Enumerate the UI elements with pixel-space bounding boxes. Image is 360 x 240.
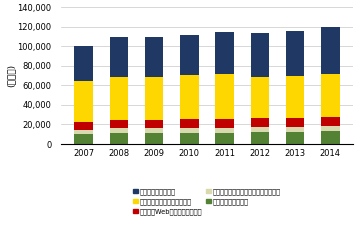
Bar xyxy=(145,120,163,128)
Bar xyxy=(286,127,304,132)
Bar xyxy=(145,37,163,77)
Y-axis label: (百万円): (百万円) xyxy=(7,64,16,87)
Bar xyxy=(110,37,128,77)
Bar xyxy=(216,32,234,74)
Bar xyxy=(145,77,163,120)
Bar xyxy=(216,119,234,128)
Bar xyxy=(251,118,269,127)
Bar xyxy=(145,133,163,144)
Bar xyxy=(75,81,93,122)
Bar xyxy=(180,75,198,119)
Bar xyxy=(251,132,269,144)
Bar xyxy=(251,77,269,118)
Bar xyxy=(216,74,234,119)
Bar xyxy=(75,134,93,144)
Bar xyxy=(321,74,339,117)
Bar xyxy=(321,131,339,144)
Bar xyxy=(180,133,198,144)
Bar xyxy=(180,119,198,128)
Bar xyxy=(321,126,339,131)
Bar xyxy=(286,118,304,127)
Bar xyxy=(251,127,269,132)
Bar xyxy=(145,128,163,133)
Bar xyxy=(110,77,128,120)
Bar xyxy=(216,133,234,144)
Bar xyxy=(75,122,93,130)
Legend: コンシューマー製品, 企業向けアンチウイルス製品, 企業向けWebセキュリティ製品, 企業向けメッセージセキュリティ製品, 企業向けその他製品: コンシューマー製品, 企業向けアンチウイルス製品, 企業向けWebセキュリティ製… xyxy=(133,188,281,215)
Bar xyxy=(180,128,198,133)
Bar xyxy=(75,46,93,81)
Bar xyxy=(286,76,304,118)
Bar xyxy=(321,27,339,74)
Bar xyxy=(110,128,128,133)
Bar xyxy=(216,128,234,133)
Bar xyxy=(286,31,304,76)
Bar xyxy=(110,120,128,128)
Bar xyxy=(286,132,304,144)
Bar xyxy=(321,117,339,126)
Bar xyxy=(110,133,128,144)
Bar xyxy=(180,35,198,75)
Bar xyxy=(251,33,269,77)
Bar xyxy=(75,130,93,134)
